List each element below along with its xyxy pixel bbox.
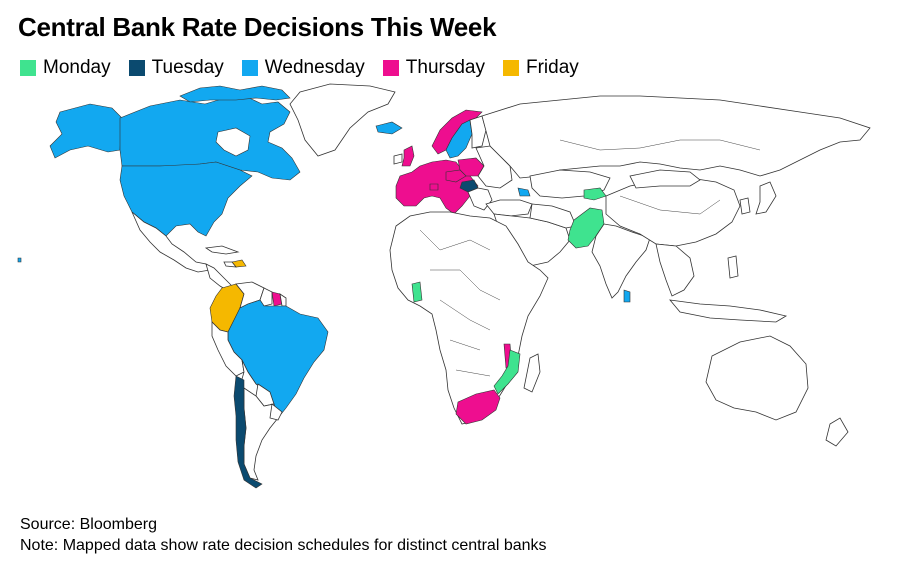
korea [739,197,751,215]
madagascar [523,353,541,393]
country-ghana [411,281,423,303]
legend-item-tuesday: Tuesday [128,57,224,79]
country-sri-lanka [623,289,631,303]
legend-swatch-wednesday [241,60,258,76]
country-alaska [49,103,123,159]
world-map-svg [17,83,871,489]
footnote: Note: Mapped data show rate decision sch… [20,537,547,554]
legend-label-tuesday: Tuesday [151,57,224,78]
haiti [223,261,237,268]
hudson-bay [215,127,251,157]
mongolia [629,169,701,189]
legend-swatch-tuesday [128,60,145,76]
legend-item-monday: Monday [20,57,111,79]
india [591,223,651,299]
country-czech-republic [445,169,467,183]
hawaii [17,257,22,263]
country-south-africa [455,389,501,425]
world-map [0,78,900,498]
country-switzerland [429,183,439,191]
asia-borders [559,139,761,215]
country-mozambique [493,349,521,395]
legend-item-thursday: Thursday [382,57,485,79]
legend-label-friday: Friday [525,57,579,78]
indonesia [669,299,788,323]
country-kyrgyzstan [583,187,607,201]
country-pakistan [567,207,605,249]
turkey [485,199,533,217]
legend-item-friday: Friday [502,57,579,79]
legend-label-thursday: Thursday [405,57,485,78]
new-zealand [825,417,849,447]
legend-swatch-friday [502,60,519,76]
australia [705,335,809,421]
cuba [204,245,240,255]
chart-title: Central Bank Rate Decisions This Week [18,12,497,42]
southeast-asia [655,243,695,297]
ireland [393,153,403,165]
japan [755,181,777,215]
country-chile [233,375,263,489]
legend-swatch-thursday [382,60,399,76]
footer: Source: Bloomberg Note: Mapped data show… [20,514,547,556]
uruguay [269,403,283,421]
source-note: Source: Bloomberg [20,516,157,533]
guyana [259,287,273,307]
africa-borders [419,229,501,377]
legend-item-wednesday: Wednesday [241,57,365,79]
country-united-kingdom [401,145,415,167]
philippines [727,255,739,279]
legend-label-wednesday: Wednesday [264,57,365,78]
russia [481,95,871,179]
legend-label-monday: Monday [43,57,111,78]
legend: Monday Tuesday Wednesday Thursday Friday [20,57,597,79]
canadian-arctic-islands [179,85,291,103]
legend-swatch-monday [20,60,36,76]
country-iceland [375,121,403,135]
country-azerbaijan [517,187,531,197]
greenland [289,83,396,157]
